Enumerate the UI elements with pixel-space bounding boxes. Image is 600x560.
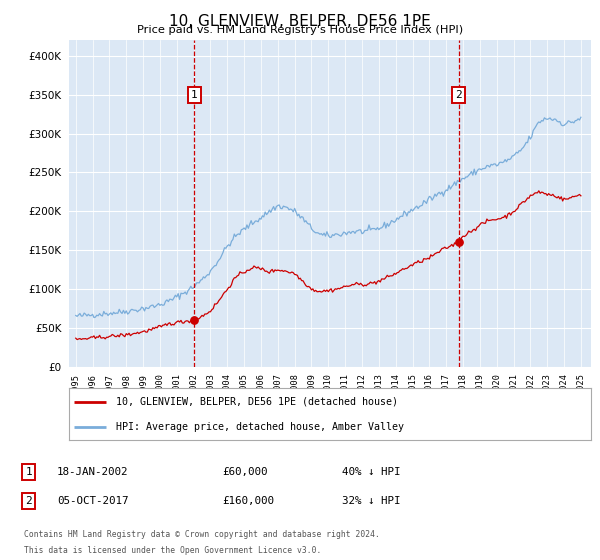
Text: 40% ↓ HPI: 40% ↓ HPI (342, 467, 401, 477)
Text: £160,000: £160,000 (222, 496, 274, 506)
Text: HPI: Average price, detached house, Amber Valley: HPI: Average price, detached house, Ambe… (116, 422, 404, 432)
Text: 10, GLENVIEW, BELPER, DE56 1PE (detached house): 10, GLENVIEW, BELPER, DE56 1PE (detached… (116, 397, 398, 407)
Text: 05-OCT-2017: 05-OCT-2017 (57, 496, 128, 506)
Text: 10, GLENVIEW, BELPER, DE56 1PE: 10, GLENVIEW, BELPER, DE56 1PE (169, 14, 431, 29)
Text: 2: 2 (455, 90, 463, 100)
Text: 18-JAN-2002: 18-JAN-2002 (57, 467, 128, 477)
Point (190, 316, 199, 325)
Text: 1: 1 (191, 90, 198, 100)
Point (454, 238, 464, 247)
Text: This data is licensed under the Open Government Licence v3.0.: This data is licensed under the Open Gov… (24, 546, 322, 555)
Text: 2: 2 (25, 496, 32, 506)
Text: Price paid vs. HM Land Registry's House Price Index (HPI): Price paid vs. HM Land Registry's House … (137, 25, 463, 35)
Text: Contains HM Land Registry data © Crown copyright and database right 2024.: Contains HM Land Registry data © Crown c… (24, 530, 380, 539)
Text: £60,000: £60,000 (222, 467, 268, 477)
Text: 1: 1 (25, 467, 32, 477)
Text: 32% ↓ HPI: 32% ↓ HPI (342, 496, 401, 506)
